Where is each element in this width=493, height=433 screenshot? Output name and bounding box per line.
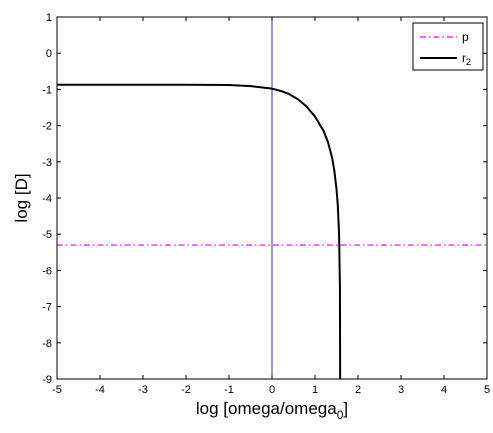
y-tick-label: -6 — [42, 265, 52, 277]
legend-label-r2: r2 — [462, 51, 471, 67]
y-tick-label: -9 — [42, 374, 52, 386]
legend-box — [412, 22, 484, 71]
x-tick-label: -2 — [181, 384, 191, 396]
x-tick-label: -3 — [138, 384, 148, 396]
x-tick-label: 3 — [398, 384, 404, 396]
x-axis-label: log [omega/omega0] — [196, 399, 348, 422]
y-tick-label: -7 — [42, 302, 52, 314]
x-tick-label: 4 — [441, 384, 447, 396]
y-tick-label: -2 — [42, 121, 52, 133]
y-tick-label: 0 — [46, 48, 52, 60]
tick-layer: -5 -4 -3 -2 -1 0 1 2 3 4 5 1 0 -1 -2 -3 -4 -5 -6 -7 -8 -9 — [42, 12, 490, 396]
y-tick-label: -8 — [42, 338, 52, 350]
x-tick-label: -4 — [95, 384, 105, 396]
y-tick-label: -4 — [42, 193, 52, 205]
y-tick-label: -1 — [42, 84, 52, 96]
x-tick-label: 0 — [269, 384, 275, 396]
x-tick-label: -5 — [52, 384, 62, 396]
series-line-r2 — [57, 83, 342, 380]
x-tick-label: 5 — [484, 384, 490, 396]
legend-label-p: p — [462, 30, 469, 44]
x-tick-label: 2 — [355, 384, 361, 396]
y-tick-label: -5 — [42, 229, 52, 241]
series-layer — [57, 17, 487, 380]
x-tick-label: -1 — [224, 384, 234, 396]
legend: p r2 — [412, 22, 484, 71]
x-tick-label: 1 — [312, 384, 318, 396]
y-tick-label: -3 — [42, 157, 52, 169]
y-tick-label: 1 — [46, 12, 52, 24]
y-axis-label: log [D] — [12, 173, 31, 222]
